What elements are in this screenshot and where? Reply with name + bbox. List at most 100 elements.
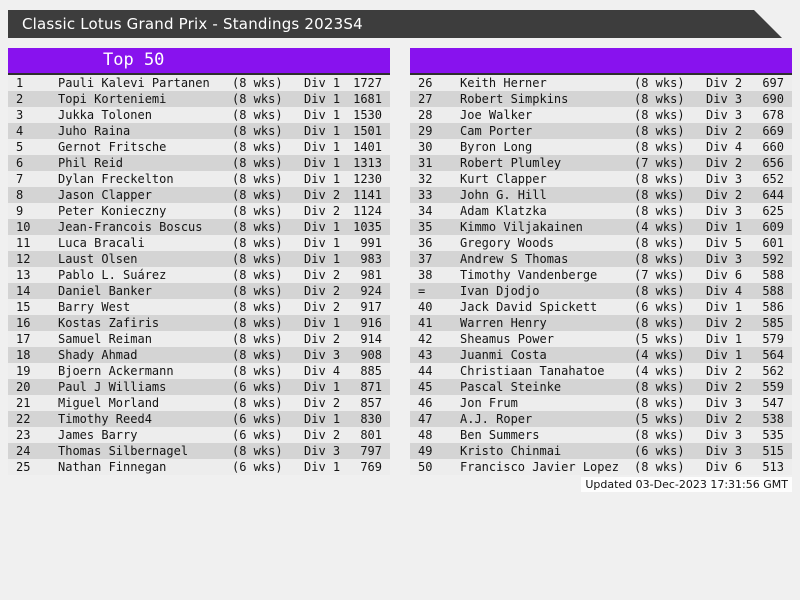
score-cell: 697 [762,76,784,90]
div-cell: Div 2 [706,156,743,170]
table-row: 14 Daniel Banker (8 wks) Div 2 924 [8,283,390,299]
rank-cell: 23 [16,428,31,442]
rank-cell: 42 [418,332,433,346]
div-cell: Div 2 [706,316,743,330]
wks-cell: (8 wks) [232,140,283,154]
rank-cell: 17 [16,332,31,346]
name-cell: Christiaan Tanahatoe [460,364,605,378]
rank-cell: 24 [16,444,31,458]
score-cell: 1501 [353,124,382,138]
wks-cell: (5 wks) [634,332,685,346]
table-row: 28 Joe Walker (8 wks) Div 3 678 [410,107,792,123]
score-cell: 660 [762,140,784,154]
table-row: 31 Robert Plumley (7 wks) Div 2 656 [410,155,792,171]
rank-cell: 50 [418,460,433,474]
div-cell: Div 1 [304,460,341,474]
wks-cell: (8 wks) [634,460,685,474]
table-row: 17 Samuel Reiman (8 wks) Div 2 914 [8,331,390,347]
rank-cell: 38 [418,268,433,282]
rank-cell: 36 [418,236,433,250]
div-cell: Div 3 [706,172,743,186]
rank-cell: 5 [16,140,24,154]
name-cell: Jean-Francois Boscus [58,220,203,234]
rank-cell: 44 [418,364,433,378]
table-row: 3 Jukka Tolonen (8 wks) Div 1 1530 [8,107,390,123]
name-cell: Keith Herner [460,76,547,90]
score-cell: 908 [360,348,382,362]
name-cell: Daniel Banker [58,284,152,298]
table-row: 44 Christiaan Tanahatoe (4 wks) Div 2 562 [410,363,792,379]
rank-cell: 46 [418,396,433,410]
name-cell: Dylan Freckelton [58,172,174,186]
div-cell: Div 2 [706,188,743,202]
wks-cell: (8 wks) [232,364,283,378]
table-row: 19 Bjoern Ackermann (8 wks) Div 4 885 [8,363,390,379]
div-cell: Div 2 [706,76,743,90]
score-cell: 579 [762,332,784,346]
rank-cell: 13 [16,268,31,282]
wks-cell: (8 wks) [634,124,685,138]
name-cell: John G. Hill [460,188,547,202]
score-cell: 652 [762,172,784,186]
table-row: 8 Jason Clapper (8 wks) Div 2 1141 [8,187,390,203]
score-cell: 588 [762,284,784,298]
table-row: 2 Topi Korteniemi (8 wks) Div 1 1681 [8,91,390,107]
score-cell: 991 [360,236,382,250]
standings-rows-left: 1 Pauli Kalevi Partanen (8 wks) Div 1 1727 2 T… [8,75,390,475]
table-row: 36 Gregory Woods (8 wks) Div 5 601 [410,235,792,251]
name-cell: A.J. Roper [460,412,533,426]
score-cell: 983 [360,252,382,266]
table-row: 11 Luca Bracali (8 wks) Div 1 991 [8,235,390,251]
score-cell: 1530 [353,108,382,122]
div-cell: Div 2 [706,412,743,426]
rank-cell: 20 [16,380,31,394]
table-row: 30 Byron Long (8 wks) Div 4 660 [410,139,792,155]
table-row: 48 Ben Summers (8 wks) Div 3 535 [410,427,792,443]
score-cell: 801 [360,428,382,442]
wks-cell: (8 wks) [232,188,283,202]
score-cell: 1230 [353,172,382,186]
table-row: 22 Timothy Reed4 (6 wks) Div 1 830 [8,411,390,427]
wks-cell: (8 wks) [634,172,685,186]
wks-cell: (8 wks) [232,444,283,458]
name-cell: Joe Walker [460,108,533,122]
score-cell: 917 [360,300,382,314]
wks-cell: (8 wks) [232,332,283,346]
table-row: 13 Pablo L. Suárez (8 wks) Div 2 981 [8,267,390,283]
table-row: 1 Pauli Kalevi Partanen (8 wks) Div 1 1727 [8,75,390,91]
score-cell: 564 [762,348,784,362]
name-cell: Juho Raina [58,124,131,138]
rank-cell: 1 [16,76,24,90]
panel-header-right [410,48,792,75]
div-cell: Div 3 [304,348,341,362]
wks-cell: (8 wks) [634,140,685,154]
score-cell: 690 [762,92,784,106]
wks-cell: (7 wks) [634,268,685,282]
title-banner: Classic Lotus Grand Prix - Standings 202… [8,10,782,38]
rank-cell: 37 [418,252,433,266]
wks-cell: (6 wks) [634,444,685,458]
wks-cell: (6 wks) [634,300,685,314]
table-row: 25 Nathan Finnegan (6 wks) Div 1 769 [8,459,390,475]
standings-panel-26-50: 26 Keith Herner (8 wks) Div 2 697 27 Robert Si… [410,48,792,475]
div-cell: Div 1 [304,252,341,266]
rank-cell: 32 [418,172,433,186]
rank-cell: 3 [16,108,24,122]
wks-cell: (8 wks) [634,428,685,442]
updated-timestamp: Updated 03-Dec-2023 17:31:56 GMT [581,477,792,492]
panel-header-label: Top 50 [103,50,165,70]
wks-cell: (8 wks) [634,396,685,410]
div-cell: Div 3 [706,204,743,218]
score-cell: 914 [360,332,382,346]
score-cell: 656 [762,156,784,170]
wks-cell: (7 wks) [634,156,685,170]
wks-cell: (8 wks) [232,316,283,330]
table-row: 41 Warren Henry (8 wks) Div 2 585 [410,315,792,331]
name-cell: Jon Frum [460,396,518,410]
rank-cell: 11 [16,236,31,250]
rank-cell: 12 [16,252,31,266]
score-cell: 1313 [353,156,382,170]
wks-cell: (8 wks) [232,76,283,90]
name-cell: Sheamus Power [460,332,554,346]
div-cell: Div 1 [706,300,743,314]
